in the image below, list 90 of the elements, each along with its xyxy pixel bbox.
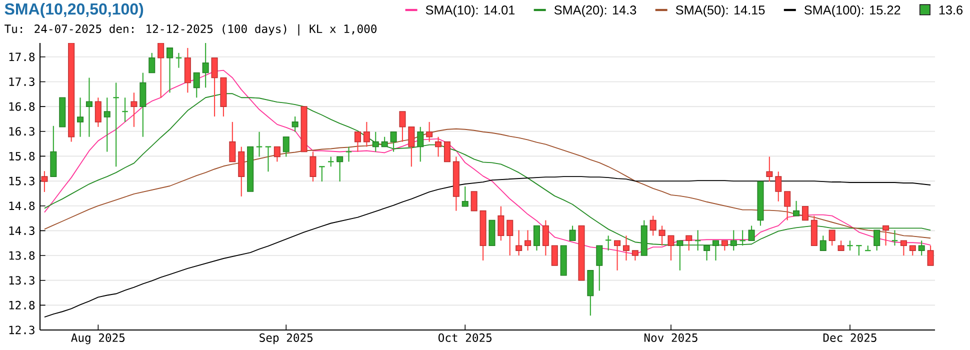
y-tick-label: 15.3 xyxy=(9,176,34,186)
candlestick xyxy=(345,146,352,162)
y-tick-label: 12.3 xyxy=(9,326,34,334)
candlestick xyxy=(506,220,514,256)
y-tick-label: 17.3 xyxy=(9,77,34,86)
candlestick xyxy=(77,97,84,138)
candlestick xyxy=(766,156,773,182)
candlestick xyxy=(632,250,638,262)
candlestick xyxy=(462,186,468,207)
candlestick xyxy=(336,156,344,182)
candlestick xyxy=(354,131,361,152)
candlestick xyxy=(551,245,558,266)
candlestick xyxy=(372,131,379,152)
candlestick xyxy=(686,235,692,252)
candlestick xyxy=(784,190,791,221)
candlestick xyxy=(86,77,92,138)
x-tick-label: Aug 2025 xyxy=(71,333,125,344)
candlestick xyxy=(274,146,280,162)
candlestick xyxy=(828,230,836,246)
candlestick xyxy=(327,156,334,168)
candlestick xyxy=(417,126,424,162)
candlestick xyxy=(435,136,442,158)
legend-label: SMA(100): 15.22 xyxy=(804,5,900,18)
x-tick-label: Sep 2025 xyxy=(260,333,312,344)
x-tick-label: Nov 2025 xyxy=(644,333,698,342)
candlestick xyxy=(193,72,200,98)
candlestick xyxy=(748,225,755,242)
candlestick xyxy=(426,121,433,142)
y-tick-label: 14.3 xyxy=(9,226,34,235)
candlestick xyxy=(140,72,146,138)
candlestick xyxy=(211,57,218,118)
y-tick-label: 16.8 xyxy=(9,102,35,111)
candlestick xyxy=(882,225,890,246)
candlestick xyxy=(390,131,397,152)
legend-label: SMA(50): 14.15 xyxy=(676,5,765,18)
candlestick xyxy=(775,171,782,202)
x-tick-label: Oct 2025 xyxy=(438,333,492,342)
legend-label: 13.6 xyxy=(939,6,963,15)
candlestick xyxy=(264,146,272,172)
candlestick xyxy=(130,92,138,128)
candlestick xyxy=(310,151,316,182)
candlestick xyxy=(516,230,522,256)
candlestick xyxy=(802,206,808,221)
candlestick xyxy=(721,240,728,252)
candlestick xyxy=(498,206,504,242)
candlestick xyxy=(838,240,844,252)
candlestick xyxy=(399,110,406,142)
candlestick xyxy=(900,240,907,256)
y-tick-label: 17.8 xyxy=(9,52,35,62)
candlestick xyxy=(542,220,549,256)
candlestick xyxy=(918,240,925,256)
y-tick-label: 13.8 xyxy=(9,251,35,260)
candlestick xyxy=(282,136,290,158)
candlestick xyxy=(166,47,174,94)
y-tick-label: 14.8 xyxy=(9,202,35,210)
y-tick-label: 15.8 xyxy=(9,152,35,160)
candlestick xyxy=(909,245,916,256)
y-tick-label: 13.3 xyxy=(9,276,34,285)
candlestick xyxy=(668,235,674,262)
candlestick xyxy=(793,200,800,216)
y-tick-label: 12.8 xyxy=(9,300,35,310)
candlestick xyxy=(256,131,263,158)
candlestick xyxy=(470,191,478,212)
candlestick xyxy=(650,215,656,236)
candlestick xyxy=(363,121,370,148)
candlestick xyxy=(596,245,603,292)
candlestick xyxy=(229,121,236,162)
y-tick-label: 16.3 xyxy=(9,127,34,136)
candlestick xyxy=(148,52,156,74)
chart-subtitle: Tu: 24-07-2025 den: 12-12-2025 (100 days) | KL x 1,000 xyxy=(4,24,376,36)
legend-label: SMA(20): 14.3 xyxy=(554,5,636,18)
candlestick xyxy=(444,141,450,162)
candlestick xyxy=(569,225,576,242)
candlestick xyxy=(533,225,540,252)
legend-label: SMA(10): 14.01 xyxy=(426,5,515,18)
candlestick xyxy=(927,245,934,266)
candlestick xyxy=(622,235,630,262)
candlestick xyxy=(94,97,102,128)
candlestick xyxy=(658,225,666,246)
candlestick xyxy=(820,235,826,252)
candlestick xyxy=(292,116,298,132)
x-tick-label: Dec 2025 xyxy=(823,333,876,342)
candlestick xyxy=(202,42,209,88)
candlestick xyxy=(381,136,388,148)
candlestick xyxy=(524,230,532,252)
candlestick xyxy=(614,240,621,271)
candlestick xyxy=(408,126,415,168)
candlestick xyxy=(41,170,48,192)
candlestick xyxy=(104,97,110,152)
chart-title: SMA(10,20,50,100) xyxy=(4,2,144,18)
